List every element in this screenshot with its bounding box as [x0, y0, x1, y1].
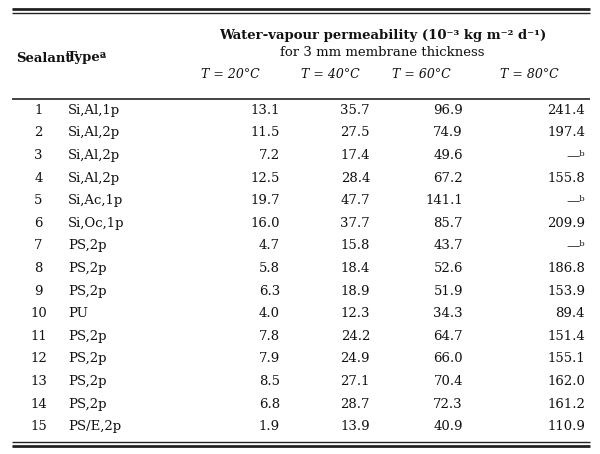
Text: 4.7: 4.7: [259, 239, 280, 252]
Text: 47.7: 47.7: [340, 194, 370, 207]
Text: Si,Oc,1p: Si,Oc,1p: [68, 217, 125, 230]
Text: 28.4: 28.4: [341, 172, 370, 185]
Text: T = 40°C: T = 40°C: [301, 68, 359, 80]
Text: 52.6: 52.6: [433, 262, 463, 275]
Text: 13.1: 13.1: [251, 104, 280, 117]
Text: 7.2: 7.2: [259, 149, 280, 162]
Text: Si,Al,2p: Si,Al,2p: [68, 172, 120, 185]
Text: Sealant: Sealant: [16, 51, 71, 64]
Text: 7.9: 7.9: [259, 352, 280, 365]
Text: 6: 6: [34, 217, 43, 230]
Text: Si,Al,1p: Si,Al,1p: [68, 104, 120, 117]
Text: T = 20°C: T = 20°C: [200, 68, 259, 80]
Text: 96.9: 96.9: [433, 104, 463, 117]
Text: 35.7: 35.7: [340, 104, 370, 117]
Text: 5: 5: [34, 194, 43, 207]
Text: 4: 4: [34, 172, 43, 185]
Text: 34.3: 34.3: [433, 307, 463, 320]
Text: Si,Al,2p: Si,Al,2p: [68, 149, 120, 162]
Text: 3: 3: [34, 149, 43, 162]
Text: 18.4: 18.4: [341, 262, 370, 275]
Text: 155.1: 155.1: [547, 352, 585, 365]
Text: 7.8: 7.8: [259, 330, 280, 343]
Text: 12: 12: [30, 352, 47, 365]
Text: 15.8: 15.8: [341, 239, 370, 252]
Text: 1: 1: [34, 104, 43, 117]
Text: Typeª: Typeª: [67, 51, 107, 64]
Text: 15: 15: [30, 420, 47, 433]
Text: 1.9: 1.9: [259, 420, 280, 433]
Text: 2: 2: [34, 126, 43, 139]
Text: 28.7: 28.7: [341, 398, 370, 410]
Text: 27.5: 27.5: [341, 126, 370, 139]
Text: PS,2p: PS,2p: [68, 352, 107, 365]
Text: 141.1: 141.1: [425, 194, 463, 207]
Text: 24.2: 24.2: [341, 330, 370, 343]
Text: 17.4: 17.4: [341, 149, 370, 162]
Text: 6.8: 6.8: [259, 398, 280, 410]
Text: 51.9: 51.9: [433, 285, 463, 298]
Text: 12.5: 12.5: [251, 172, 280, 185]
Text: Water-vapour permeability (10⁻³ kg m⁻² d⁻¹): Water-vapour permeability (10⁻³ kg m⁻² d…: [219, 29, 546, 41]
Text: 110.9: 110.9: [547, 420, 585, 433]
Text: 4.0: 4.0: [259, 307, 280, 320]
Text: 74.9: 74.9: [433, 126, 463, 139]
Text: 162.0: 162.0: [547, 375, 585, 388]
Text: PS,2p: PS,2p: [68, 262, 107, 275]
Text: 13.9: 13.9: [340, 420, 370, 433]
Text: 13: 13: [30, 375, 47, 388]
Text: 70.4: 70.4: [433, 375, 463, 388]
Text: 85.7: 85.7: [433, 217, 463, 230]
Text: PU: PU: [68, 307, 88, 320]
Text: T = 80°C: T = 80°C: [500, 68, 559, 80]
Text: 186.8: 186.8: [547, 262, 585, 275]
Text: Si,Ac,1p: Si,Ac,1p: [68, 194, 123, 207]
Text: —ᵇ: —ᵇ: [566, 194, 585, 207]
Text: 37.7: 37.7: [340, 217, 370, 230]
Text: 197.4: 197.4: [547, 126, 585, 139]
Text: 18.9: 18.9: [341, 285, 370, 298]
Text: 43.7: 43.7: [433, 239, 463, 252]
Text: 155.8: 155.8: [547, 172, 585, 185]
Text: 67.2: 67.2: [433, 172, 463, 185]
Text: 89.4: 89.4: [556, 307, 585, 320]
Text: 12.3: 12.3: [341, 307, 370, 320]
Text: 7: 7: [34, 239, 43, 252]
Text: 72.3: 72.3: [433, 398, 463, 410]
Text: 66.0: 66.0: [433, 352, 463, 365]
Text: 241.4: 241.4: [547, 104, 585, 117]
Text: 209.9: 209.9: [547, 217, 585, 230]
Text: T = 60°C: T = 60°C: [392, 68, 451, 80]
Text: 24.9: 24.9: [341, 352, 370, 365]
Text: 11: 11: [30, 330, 47, 343]
Text: 8: 8: [34, 262, 43, 275]
Text: PS,2p: PS,2p: [68, 285, 107, 298]
Text: PS,2p: PS,2p: [68, 375, 107, 388]
Text: —ᵇ: —ᵇ: [566, 239, 585, 252]
Text: PS,2p: PS,2p: [68, 330, 107, 343]
Text: 153.9: 153.9: [547, 285, 585, 298]
Text: 151.4: 151.4: [547, 330, 585, 343]
Text: 8.5: 8.5: [259, 375, 280, 388]
Text: 64.7: 64.7: [433, 330, 463, 343]
Text: for 3 mm membrane thickness: for 3 mm membrane thickness: [280, 46, 485, 59]
Text: PS,2p: PS,2p: [68, 398, 107, 410]
Text: 49.6: 49.6: [433, 149, 463, 162]
Text: 9: 9: [34, 285, 43, 298]
Text: PS,2p: PS,2p: [68, 239, 107, 252]
Text: 161.2: 161.2: [547, 398, 585, 410]
Text: 40.9: 40.9: [433, 420, 463, 433]
Text: 11.5: 11.5: [251, 126, 280, 139]
Text: 6.3: 6.3: [259, 285, 280, 298]
Text: Si,Al,2p: Si,Al,2p: [68, 126, 120, 139]
Text: 14: 14: [30, 398, 47, 410]
Text: PS/E,2p: PS/E,2p: [68, 420, 121, 433]
Text: 10: 10: [30, 307, 47, 320]
Text: 16.0: 16.0: [251, 217, 280, 230]
Text: 27.1: 27.1: [341, 375, 370, 388]
Text: 5.8: 5.8: [259, 262, 280, 275]
Text: 19.7: 19.7: [250, 194, 280, 207]
Text: —ᵇ: —ᵇ: [566, 149, 585, 162]
